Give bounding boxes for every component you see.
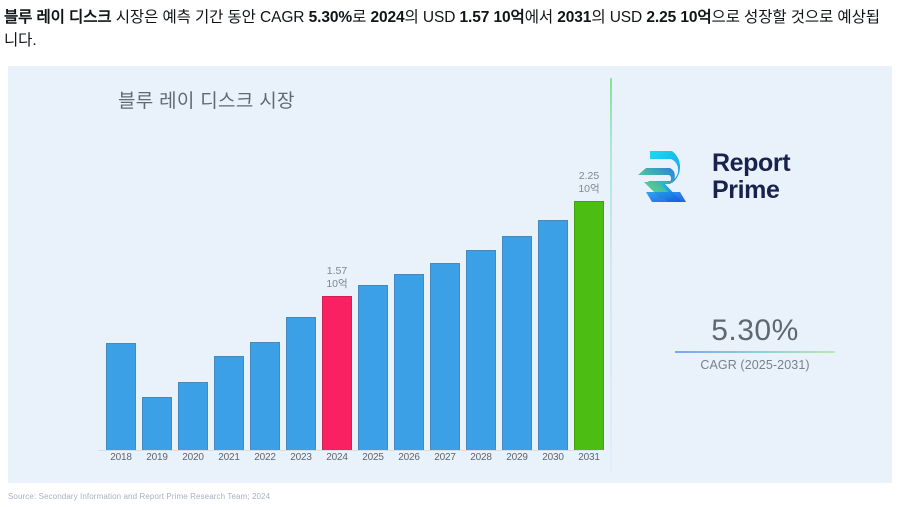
x-tick-2018: 2018 xyxy=(110,452,132,463)
cagr-divider-rule xyxy=(675,351,835,353)
bar-value-unit-2031: 10억 xyxy=(578,183,600,196)
x-tick-2027: 2027 xyxy=(434,452,456,463)
headline-segment-6: 1.57 10억 xyxy=(459,9,525,26)
x-tick-2020: 2020 xyxy=(182,452,204,463)
bar-rect-2023[interactable] xyxy=(286,317,316,450)
bar-2018[interactable] xyxy=(106,343,136,450)
headline-segment-3: 로 xyxy=(352,9,371,26)
bar-2027[interactable] xyxy=(430,263,460,450)
headline-segment-8: 2031 xyxy=(557,9,592,26)
chart-title: 블루 레이 디스크 시장 xyxy=(118,91,295,112)
x-tick-2025: 2025 xyxy=(362,452,384,463)
x-tick-2021: 2021 xyxy=(218,452,240,463)
bar-2026[interactable] xyxy=(394,274,424,450)
bar-value-number-2024: 1.57 xyxy=(326,265,348,278)
bar-value-label-2031: 2.25 10억 xyxy=(578,170,599,196)
cagr-block: 5.30% CAGR (2025-2031) xyxy=(660,314,850,372)
bar-rect-2024[interactable] xyxy=(322,296,352,450)
report-prime-r-mark-icon xyxy=(638,151,686,202)
chart-baseline xyxy=(98,450,598,451)
bar-2023[interactable] xyxy=(286,317,316,450)
bar-rect-2025[interactable] xyxy=(358,285,388,450)
bar-2031[interactable]: 2.25 10억 xyxy=(574,170,604,450)
bar-rect-2031[interactable] xyxy=(574,201,604,450)
bar-value-number-2031: 2.25 xyxy=(578,170,600,183)
headline-segment-10: 2.25 10억 xyxy=(646,9,712,26)
x-tick-2028: 2028 xyxy=(470,452,492,463)
logo-line-2: Prime xyxy=(712,176,780,204)
cagr-caption: CAGR (2025-2031) xyxy=(700,358,810,372)
logo-wordmark: Report Prime xyxy=(712,149,791,204)
source-note: Source: Secondary Information and Report… xyxy=(8,492,271,501)
cagr-value: 5.30% xyxy=(711,314,799,347)
bar-rect-2028[interactable] xyxy=(466,250,496,450)
bar-2021[interactable] xyxy=(214,356,244,450)
headline-segment-7: 에서 xyxy=(524,9,558,26)
bar-rect-2020[interactable] xyxy=(178,382,208,450)
x-tick-2023: 2023 xyxy=(290,452,312,463)
bar-2019[interactable] xyxy=(142,397,172,450)
logo-line-1: Report xyxy=(712,149,791,178)
bar-2030[interactable] xyxy=(538,220,568,450)
panel-divider xyxy=(610,78,612,472)
bar-rect-2021[interactable] xyxy=(214,356,244,450)
bar-2024[interactable]: 1.57 10억 xyxy=(322,265,352,450)
bar-2020[interactable] xyxy=(178,382,208,450)
bar-rect-2022[interactable] xyxy=(250,342,280,450)
bar-rect-2030[interactable] xyxy=(538,220,568,450)
headline-segment-1: 시장은 예측 기간 동안 CAGR xyxy=(111,9,309,26)
bar-rect-2019[interactable] xyxy=(142,397,172,450)
bar-value-label-2024: 1.57 10억 xyxy=(326,265,347,291)
headline-text: 블루 레이 디스크 시장은 예측 기간 동안 CAGR 5.30%로 2024의… xyxy=(4,6,894,53)
x-tick-2019: 2019 xyxy=(146,452,168,463)
headline-segment-9: 의 USD xyxy=(591,9,647,26)
bar-rect-2029[interactable] xyxy=(502,236,532,450)
bar-value-unit-2024: 10억 xyxy=(326,278,348,291)
bar-rect-2026[interactable] xyxy=(394,274,424,450)
bar-2028[interactable] xyxy=(466,250,496,450)
bar-2029[interactable] xyxy=(502,236,532,450)
x-tick-2031: 2031 xyxy=(578,452,600,463)
x-tick-2024: 2024 xyxy=(326,452,348,463)
x-axis-labels: 2018 2019 2020 2021 2022 2023 2024 2025 2026 2027… xyxy=(106,452,606,472)
bar-chart-plot: 1.57 10억 2.25 10억 xyxy=(98,166,604,451)
x-tick-2029: 2029 xyxy=(506,452,528,463)
bar-2025[interactable] xyxy=(358,285,388,450)
headline-segment-2: 5.30% xyxy=(308,9,353,26)
bar-rect-2018[interactable] xyxy=(106,343,136,450)
report-card: 블루 레이 디스크 시장 1.57 10억 2.25 10억 2018 2019 2020… xyxy=(8,66,892,483)
report-prime-logo: Report Prime xyxy=(634,146,791,208)
x-tick-2030: 2030 xyxy=(542,452,564,463)
x-tick-2022: 2022 xyxy=(254,452,276,463)
bar-series: 1.57 10억 2.25 10억 xyxy=(106,166,604,450)
x-tick-2026: 2026 xyxy=(398,452,420,463)
headline-segment-5: 의 USD xyxy=(404,9,460,26)
bar-rect-2027[interactable] xyxy=(430,263,460,450)
headline-segment-0: 블루 레이 디스크 xyxy=(4,9,112,26)
bar-2022[interactable] xyxy=(250,342,280,450)
headline-segment-4: 2024 xyxy=(370,9,405,26)
headline-segment-11: 으로 성장할 것으로 예상됩니다. xyxy=(4,9,880,50)
